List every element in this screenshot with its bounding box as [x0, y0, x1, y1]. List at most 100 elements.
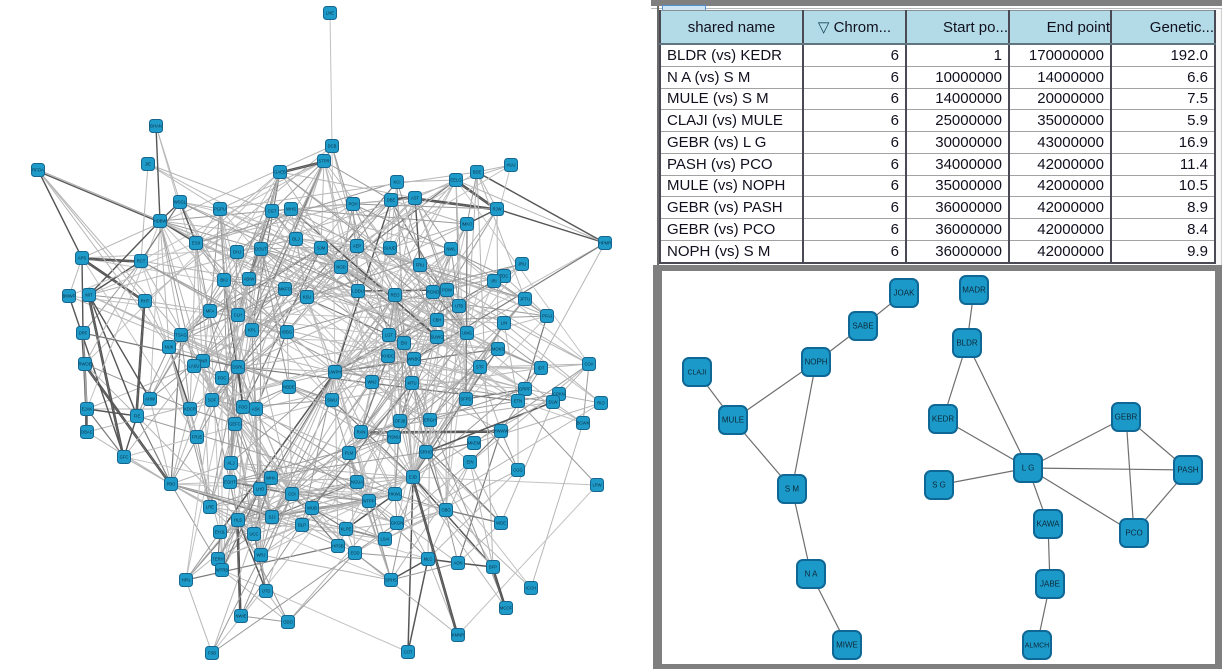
svg-text:BDE: BDE — [473, 170, 482, 175]
svg-text:MTU: MTU — [407, 381, 416, 386]
svg-text:KCI: KCI — [394, 180, 401, 185]
svg-text:SJJ: SJJ — [269, 515, 276, 520]
svg-text:COA: COA — [584, 362, 593, 367]
svg-text:DHJ: DHJ — [233, 250, 241, 255]
svg-text:SUUD: SUUD — [384, 246, 396, 251]
svg-text:UWPH: UWPH — [329, 370, 342, 375]
svg-text:COI: COI — [288, 492, 295, 497]
svg-text:ESII: ESII — [192, 241, 200, 246]
svg-text:POW: POW — [442, 288, 452, 293]
svg-text:BIIJ: BIIJ — [220, 278, 227, 283]
svg-text:FRU: FRU — [416, 263, 425, 268]
svg-text:BHAN: BHAN — [150, 124, 162, 129]
svg-text:NOD: NOD — [336, 265, 345, 270]
svg-text:DRPF: DRPF — [519, 387, 531, 392]
svg-text:WDE: WDE — [496, 521, 506, 526]
svg-text:ERGH: ERGH — [424, 418, 436, 423]
svg-text:WHS: WHS — [286, 207, 296, 212]
svg-text:JRU: JRU — [518, 262, 526, 267]
svg-text:RIO: RIO — [597, 401, 605, 406]
svg-text:ASK: ASK — [252, 407, 261, 412]
svg-text:HWWW: HWWW — [494, 429, 509, 434]
svg-text:EHJL: EHJL — [215, 530, 226, 535]
svg-text:IMKO: IMKO — [462, 222, 473, 227]
svg-text:EGHT: EGHT — [224, 480, 236, 485]
svg-text:LSAI: LSAI — [380, 537, 389, 542]
svg-text:DLW: DLW — [549, 400, 558, 405]
svg-text:CPKN: CPKN — [553, 392, 565, 397]
svg-text:NTPP: NTPP — [363, 499, 374, 504]
svg-text:JABE: JABE — [1040, 580, 1060, 589]
svg-text:KDCR: KDCR — [184, 407, 196, 412]
svg-text:STF: STF — [476, 365, 484, 370]
svg-text:KAWA: KAWA — [1037, 520, 1061, 529]
svg-text:RWOE: RWOE — [79, 362, 92, 367]
svg-text:AHW: AHW — [145, 397, 155, 402]
svg-text:ABIW: ABIW — [244, 277, 255, 282]
svg-text:NBDE: NBDE — [283, 385, 295, 390]
svg-text:LASU: LASU — [189, 364, 200, 369]
svg-text:FIE: FIE — [134, 414, 141, 419]
svg-text:COT: COT — [404, 650, 413, 655]
svg-text:LGT: LGT — [385, 333, 394, 338]
svg-text:LHO: LHO — [256, 487, 265, 492]
svg-text:EIN: EIN — [467, 460, 474, 465]
svg-text:POH: POH — [348, 202, 357, 207]
svg-text:MIT: MIT — [85, 293, 93, 298]
svg-text:OFJB: OFJB — [395, 419, 406, 424]
svg-text:AON: AON — [453, 561, 462, 566]
svg-text:FRJE: FRJE — [192, 435, 203, 440]
svg-text:SRHO: SRHO — [420, 450, 433, 455]
svg-text:TERH: TERH — [212, 557, 223, 562]
svg-text:HPSB: HPSB — [332, 544, 344, 549]
svg-text:KPL: KPL — [248, 328, 257, 333]
svg-text:PASH: PASH — [1177, 466, 1198, 475]
svg-text:LDDU: LDDU — [352, 289, 363, 294]
svg-text:L G: L G — [1022, 464, 1035, 473]
svg-text:NWL: NWL — [446, 247, 456, 252]
svg-text:ALMCH: ALMCH — [1025, 643, 1050, 650]
svg-text:SFPD: SFPD — [460, 397, 471, 402]
svg-text:S G: S G — [932, 481, 946, 490]
svg-text:KMNR: KMNR — [452, 633, 464, 638]
svg-text:NGUA: NGUA — [351, 480, 363, 485]
svg-text:BLDR: BLDR — [956, 339, 978, 348]
svg-text:IBBG: IBBG — [282, 330, 292, 335]
svg-text:S M: S M — [785, 485, 800, 494]
svg-text:RJW: RJW — [492, 207, 501, 212]
svg-text:PGPU: PGPU — [214, 207, 226, 212]
svg-text:RSNU: RSNU — [388, 435, 400, 440]
svg-text:LPW: LPW — [592, 483, 601, 488]
svg-text:SWU: SWU — [327, 398, 337, 403]
svg-text:SABE: SABE — [852, 322, 873, 331]
svg-text:WSGL: WSGL — [174, 200, 187, 205]
svg-text:EKI: EKI — [401, 341, 408, 346]
svg-text:MKFO: MKFO — [279, 287, 292, 292]
svg-text:KEDR: KEDR — [932, 415, 954, 424]
svg-text:CLAJI: CLAJI — [687, 370, 706, 377]
svg-text:DRF: DRF — [79, 331, 88, 336]
svg-text:MKEM: MKEM — [468, 441, 481, 446]
svg-text:WNJ: WNJ — [367, 380, 376, 385]
svg-text:MCOF: MCOF — [500, 606, 513, 611]
svg-text:CBH: CBH — [433, 318, 442, 323]
svg-text:HUU: HUU — [506, 163, 515, 168]
svg-text:LRE: LRE — [206, 505, 214, 510]
svg-text:AEP: AEP — [353, 244, 362, 249]
svg-text:OBO: OBO — [441, 508, 451, 513]
svg-text:SJM: SJM — [317, 246, 326, 251]
svg-text:IRI: IRI — [491, 279, 496, 284]
svg-text:SOF: SOF — [208, 398, 217, 403]
svg-text:WRJ: WRJ — [256, 553, 265, 558]
svg-text:SUWG: SUWG — [430, 335, 443, 340]
svg-text:KHDC: KHDC — [382, 354, 394, 359]
svg-text:HPMR: HPMR — [599, 241, 611, 246]
svg-text:ALJ: ALJ — [227, 461, 234, 466]
svg-text:GEFC: GEFC — [229, 422, 241, 427]
svg-text:N A: N A — [805, 570, 819, 579]
svg-text:JIE: JIE — [145, 162, 151, 167]
svg-text:KSU: KSU — [303, 295, 312, 300]
svg-text:RHT: RHT — [141, 299, 150, 304]
svg-text:JOAK: JOAK — [894, 289, 916, 298]
svg-text:KLPE: KLPE — [341, 527, 352, 532]
